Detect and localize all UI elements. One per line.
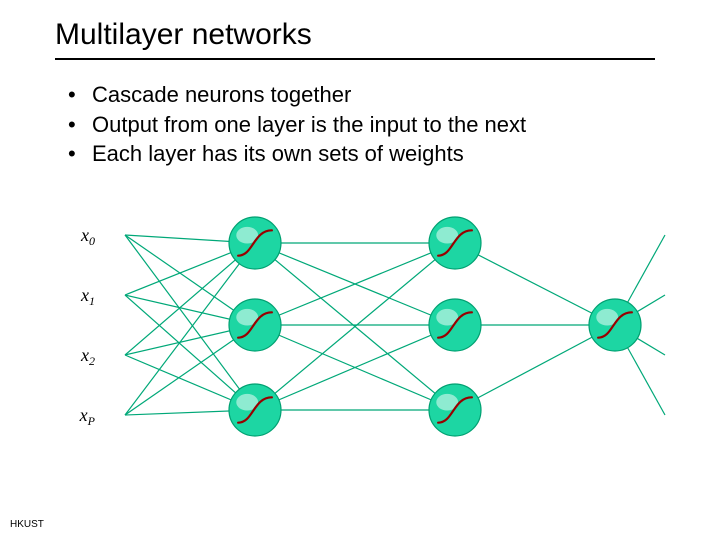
- neuron: [589, 299, 641, 351]
- edge: [455, 325, 615, 410]
- neuron: [429, 384, 481, 436]
- neuron: [429, 217, 481, 269]
- input-label: x2: [80, 345, 95, 368]
- neuron: [229, 299, 281, 351]
- slide-title: Multilayer networks: [55, 18, 312, 52]
- input-label: xP: [79, 405, 96, 428]
- bullet-item: Output from one layer is the input to th…: [68, 110, 526, 140]
- neuron: [229, 384, 281, 436]
- edge: [455, 243, 615, 325]
- bullet-list: Cascade neurons together Output from one…: [68, 80, 526, 169]
- neuron: [229, 217, 281, 269]
- input-label: x0: [80, 225, 95, 248]
- network-diagram: x0 x1 x2 xP: [55, 195, 665, 475]
- bullet-item: Each layer has its own sets of weights: [68, 139, 526, 169]
- edges: [125, 235, 665, 415]
- neuron: [429, 299, 481, 351]
- network-svg: x0 x1 x2 xP: [55, 195, 665, 475]
- title-underline: [55, 58, 655, 60]
- bullet-item: Cascade neurons together: [68, 80, 526, 110]
- input-labels: x0 x1 x2 xP: [79, 225, 96, 428]
- input-label: x1: [80, 285, 95, 308]
- footer-label: HKUST: [10, 519, 44, 530]
